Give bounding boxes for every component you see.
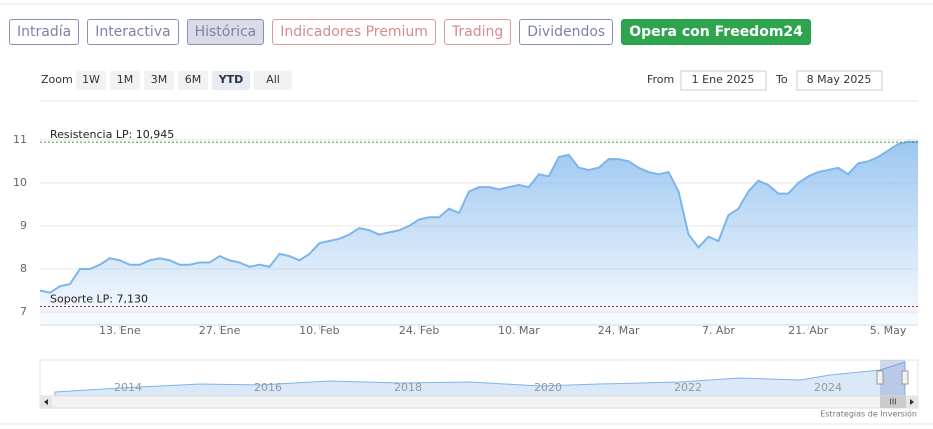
range-button[interactable] [254,71,292,90]
x-tick-label: 24. Mar [598,324,640,337]
navigator-label: 2018 [394,381,422,394]
range-button[interactable] [76,71,106,90]
navigator-label: 2014 [114,381,142,394]
tab[interactable]: Interactiva [87,19,179,45]
tab[interactable]: Indicadores Premium [272,19,436,45]
tab[interactable]: Opera con Freedom24 [621,19,811,45]
to-input[interactable] [796,70,883,91]
tab[interactable]: Intradía [9,19,80,45]
navigator-label: 2020 [534,381,562,394]
x-tick-label: 10. Mar [498,324,540,337]
navigator-label: 2016 [254,381,282,394]
navigator-label: 2024 [814,381,842,394]
tab[interactable]: Dividendos [519,19,614,45]
y-tick-label: 10 [13,176,27,189]
to-value: 8 May 2025 [807,73,872,86]
y-tick-label: 9 [20,219,27,232]
y-tick-label: 7 [20,305,27,318]
x-tick-label: 13. Ene [99,324,141,337]
scroll-thumb[interactable] [880,396,906,408]
navigator-label: 2022 [674,381,702,394]
navigator-handle[interactable] [876,370,884,385]
scrollbar[interactable] [39,395,919,409]
x-tick-label: 27. Ene [199,324,241,337]
plot-line-label: Resistencia LP: 10,945 [50,128,174,141]
scroll-grip: III [889,398,896,407]
credit: Estrategias de Inversión [820,409,917,419]
range-button-label: 1W [82,73,100,86]
x-tick-label: 21. Abr [788,324,828,337]
range-button[interactable] [178,71,208,90]
range-button-label: 1M [117,73,134,86]
x-tick-label: 7. Abr [702,324,735,337]
range-button-label: 3M [151,73,168,86]
x-tick-label: 5. May [870,324,907,337]
arrow-icon [910,399,914,405]
from-value: 1 Ene 2025 [692,73,755,86]
navigator-series [54,361,906,397]
navigator-mask [880,360,905,396]
y-tick-label: 11 [13,133,27,146]
to-label: To [775,73,788,86]
tab[interactable]: Trading [443,19,512,45]
zoom-label: Zoom [41,73,73,86]
x-tick-label: 10. Feb [299,324,339,337]
x-tick-label: 24. Feb [399,324,439,337]
area [40,141,918,325]
range-button[interactable] [144,71,174,90]
tab[interactable]: Histórica [186,19,265,45]
arrow-icon [44,399,48,405]
from-input[interactable] [680,70,767,91]
range-button[interactable] [212,71,250,90]
plot-line-label: Soporte LP: 7,130 [50,292,148,305]
from-label: From [647,73,674,86]
range-button[interactable] [110,71,140,90]
range-button-label: All [266,73,280,86]
range-button-label: YTD [218,73,244,86]
range-button-label: 6M [185,73,202,86]
line [39,140,918,294]
tab-bar: Intradía Interactiva Histórica Indicadores … [9,19,811,45]
y-tick-label: 8 [20,262,27,275]
navigator-handle[interactable] [901,370,909,385]
